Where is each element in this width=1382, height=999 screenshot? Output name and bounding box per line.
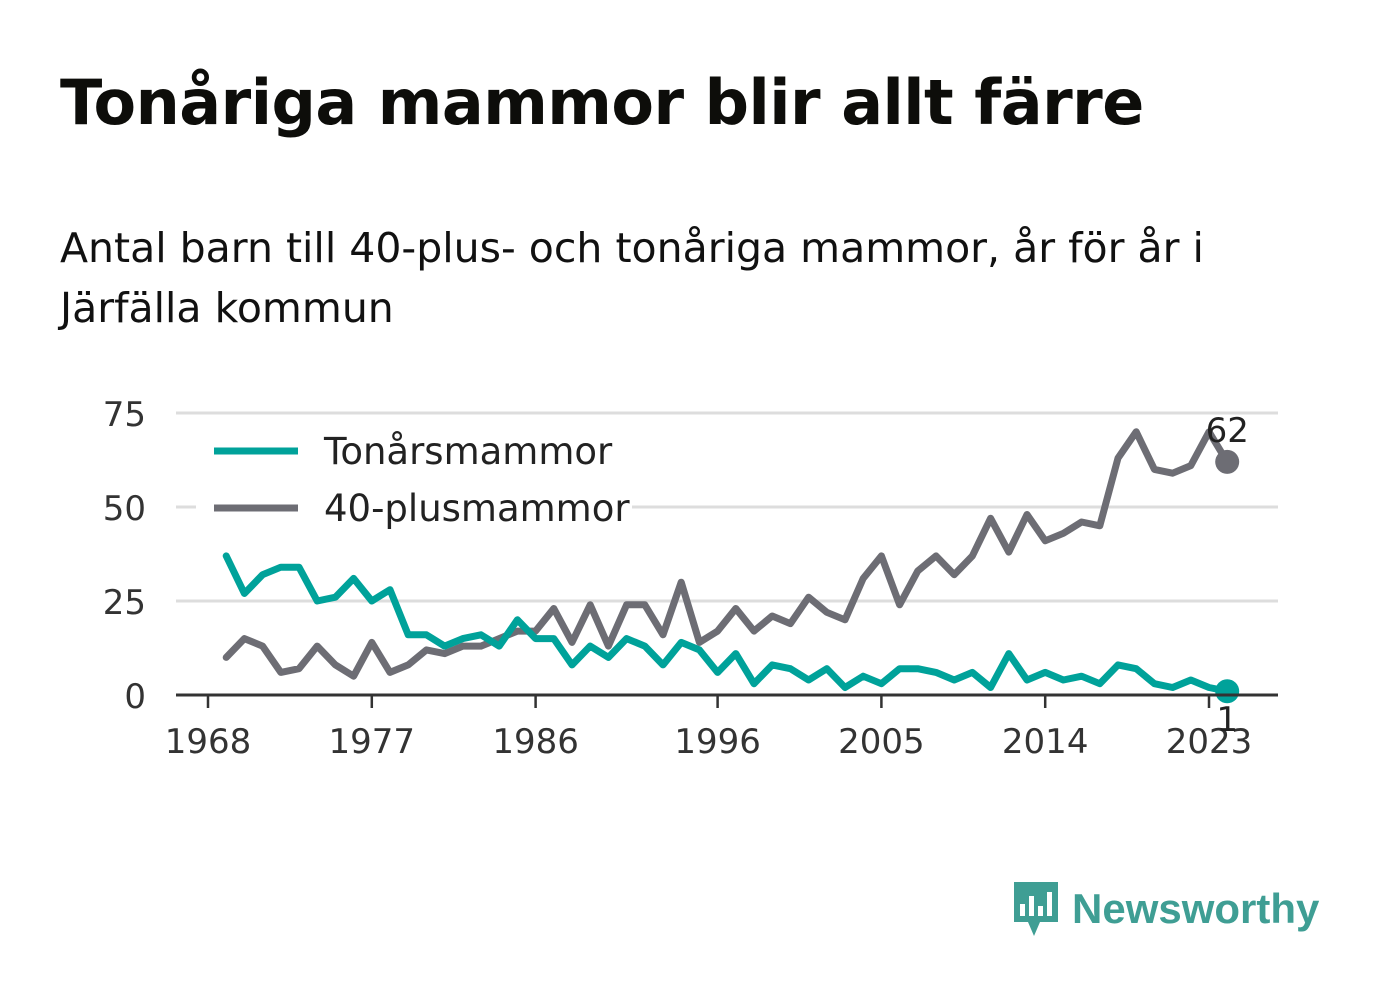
legend-background [196, 420, 632, 544]
newsworthy-logo: Newsworthy [1010, 878, 1319, 940]
end-point-40-plusmammor [1215, 449, 1240, 474]
x-tick-label: 1968 [165, 722, 252, 762]
end-point-tonarsmammor [1215, 679, 1240, 704]
newsworthy-logo-icon [1014, 882, 1058, 936]
legend: Tonårsmammor 40-plusmammor [196, 420, 632, 544]
end-label-40-plusmammor: 62 [1206, 411, 1249, 451]
series-lines [222, 428, 1240, 704]
end-labels: 62 1 [1206, 411, 1249, 740]
x-tick-label: 2014 [1002, 722, 1089, 762]
chart-subtitle: Antal barn till 40-plus- och tonåriga ma… [60, 224, 1204, 332]
legend-label-40-plusmammor: 40-plusmammor [324, 487, 630, 530]
series-line-40-plusmammor [222, 428, 1231, 680]
series-line-tonarsmammor [222, 552, 1231, 695]
x-tick-label: 2023 [1166, 722, 1253, 762]
x-tick-label: 1996 [674, 722, 761, 762]
x-axis-ticks: 1968 1977 1986 1996 2005 2014 2023 [165, 695, 1253, 762]
y-tick-label: 50 [103, 489, 146, 529]
y-tick-label: 75 [103, 395, 146, 435]
x-tick-label: 2005 [838, 722, 925, 762]
x-tick-label: 1986 [492, 722, 579, 762]
x-tick-label: 1977 [329, 722, 416, 762]
brand-name: Newsworthy [1072, 885, 1320, 932]
chart-title: Tonåriga mammor blir allt färre [60, 66, 1144, 139]
y-tick-label: 25 [103, 583, 146, 623]
end-label-tonarsmammor: 1 [1216, 700, 1238, 740]
legend-label-tonarsmammor: Tonårsmammor [323, 430, 613, 473]
y-tick-label: 0 [124, 677, 146, 717]
y-axis-ticks: 0 25 50 75 [103, 395, 146, 717]
